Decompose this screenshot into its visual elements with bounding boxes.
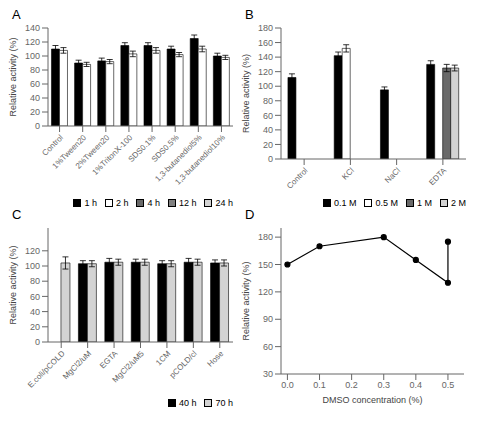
svg-text:1,3-butanediol10%: 1,3-butanediol10%: [173, 133, 227, 187]
svg-text:140: 140: [25, 23, 40, 33]
svg-text:0.1: 0.1: [313, 380, 326, 390]
svg-text:Hose: Hose: [206, 349, 226, 369]
svg-text:0.2: 0.2: [345, 380, 358, 390]
svg-text:2%Tween20: 2%Tween20: [73, 133, 112, 171]
svg-text:100: 100: [25, 51, 40, 61]
svg-text:40: 40: [263, 125, 273, 135]
svg-text:Relative activity (%): Relative activity (%): [241, 54, 251, 133]
svg-text:20: 20: [30, 322, 40, 332]
svg-text:Control: Control: [285, 166, 310, 191]
html-text:24 h: 24 h: [215, 198, 233, 208]
svg-text:E.coli/pCOLD: E.coli/pCOLD: [26, 349, 67, 390]
html-text:1 M: 1 M: [417, 198, 432, 208]
svg-text:60: 60: [263, 111, 273, 121]
svg-text:1%TritonX-100: 1%TritonX-100: [90, 133, 135, 177]
svg-text:EGTA: EGTA: [98, 349, 120, 371]
svg-text:SDS0.5%: SDS0.5%: [149, 133, 181, 164]
svg-text:0.3: 0.3: [377, 380, 390, 390]
svg-text:KCl: KCl: [340, 166, 356, 182]
svg-text:0: 0: [35, 121, 40, 131]
svg-text:40: 40: [30, 93, 40, 103]
svg-text:0.0: 0.0: [281, 380, 294, 390]
svg-text:60: 60: [30, 79, 40, 89]
svg-text:160: 160: [258, 38, 273, 48]
svg-text:30: 30: [263, 369, 273, 379]
svg-text:100: 100: [258, 81, 273, 91]
svg-text:20: 20: [263, 140, 273, 150]
svg-text:120: 120: [258, 287, 273, 297]
svg-text:Relative activity (%): Relative activity (%): [8, 245, 18, 324]
svg-text:120: 120: [25, 246, 40, 256]
svg-text:140: 140: [258, 52, 273, 62]
svg-text:150: 150: [258, 260, 273, 270]
html-text:2 h: 2 h: [115, 198, 129, 208]
svg-text:100: 100: [25, 261, 40, 271]
svg-text:MgCl2/uM: MgCl2/uM: [61, 349, 93, 381]
html-text:70 h: 70 h: [215, 398, 233, 408]
svg-text:Relative activity (%): Relative activity (%): [241, 261, 251, 340]
svg-text:120: 120: [25, 37, 40, 47]
html-text:A: A: [12, 7, 21, 22]
svg-text:90: 90: [263, 314, 273, 324]
svg-text:20: 20: [30, 107, 40, 117]
svg-text:120: 120: [258, 67, 273, 77]
html-text:12 h: 12 h: [178, 198, 197, 208]
svg-text:SDS0.1%: SDS0.1%: [126, 133, 158, 164]
html-text:0.1 M: 0.1 M: [333, 198, 357, 208]
html-text:40 h: 40 h: [178, 398, 197, 408]
svg-text:DMSO concentration (%): DMSO concentration (%): [322, 395, 422, 405]
svg-text:40: 40: [30, 307, 40, 317]
svg-text:0.5: 0.5: [442, 380, 455, 390]
svg-text:60: 60: [30, 292, 40, 302]
svg-text:MgCl2/uM5: MgCl2/uM5: [111, 349, 147, 385]
svg-text:0: 0: [268, 154, 273, 164]
html-text:D: D: [245, 207, 255, 222]
svg-text:80: 80: [263, 96, 273, 106]
svg-text:80: 80: [30, 276, 40, 286]
svg-text:60: 60: [263, 342, 273, 352]
svg-text:NaCl: NaCl: [383, 166, 402, 185]
svg-text:Relative activity (%): Relative activity (%): [8, 37, 18, 116]
svg-text:180: 180: [258, 23, 273, 33]
html-text:C: C: [12, 207, 22, 222]
html-text:1 h: 1 h: [84, 198, 97, 208]
svg-text:1%Tween20: 1%Tween20: [50, 133, 89, 171]
svg-text:0: 0: [35, 337, 40, 347]
svg-text:180: 180: [258, 232, 273, 242]
html-text:4 h: 4 h: [147, 198, 160, 208]
html-text:B: B: [245, 7, 254, 22]
svg-text:EDTA: EDTA: [427, 166, 449, 188]
html-text:2 M: 2 M: [451, 198, 466, 208]
svg-text:0.4: 0.4: [410, 380, 423, 390]
svg-text:pCOLD/cl: pCOLD/cl: [168, 349, 199, 380]
svg-text:80: 80: [30, 65, 40, 75]
html-text:0.5 M: 0.5 M: [375, 198, 398, 208]
svg-text:Control: Control: [40, 133, 65, 158]
svg-text:1,3-butanediol5%: 1,3-butanediol5%: [153, 133, 204, 184]
svg-text:1CM: 1CM: [154, 349, 173, 368]
